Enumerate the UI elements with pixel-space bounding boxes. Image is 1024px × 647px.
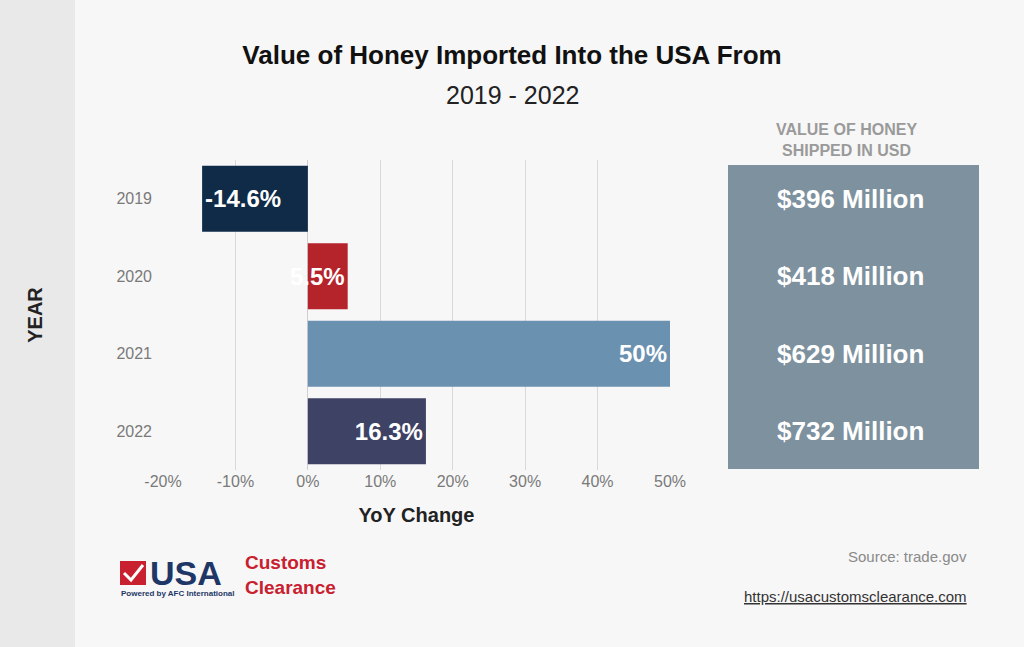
svg-text:2019 - 2022: 2019 - 2022: [446, 81, 579, 109]
svg-text:50%: 50%: [654, 473, 686, 490]
svg-text:CustomsClearance: CustomsClearance: [245, 552, 336, 598]
svg-text:$418 Million: $418 Million: [777, 261, 924, 291]
svg-text:0%: 0%: [296, 473, 319, 490]
svg-text:YoY Change: YoY Change: [359, 504, 475, 526]
svg-text:$629 Million: $629 Million: [777, 339, 924, 369]
svg-text:40%: 40%: [582, 473, 614, 490]
svg-text:50%: 50%: [619, 340, 667, 367]
svg-text:YEAR: YEAR: [24, 287, 46, 343]
svg-text:2021: 2021: [116, 345, 152, 362]
svg-text:5.5%: 5.5%: [290, 263, 345, 290]
svg-text:-20%: -20%: [144, 473, 181, 490]
svg-text:Value of Honey Imported Into t: Value of Honey Imported Into the USA Fro…: [242, 40, 781, 70]
svg-text:2022: 2022: [116, 423, 152, 440]
svg-text:$732 Million: $732 Million: [777, 416, 924, 446]
svg-text:VALUE OF HONEYSHIPPED IN USD: VALUE OF HONEYSHIPPED IN USD: [776, 121, 917, 159]
svg-text:$396 Million: $396 Million: [777, 184, 924, 214]
svg-text:-14.6%: -14.6%: [205, 185, 281, 212]
svg-text:2019: 2019: [116, 190, 152, 207]
svg-text:16.3%: 16.3%: [355, 418, 423, 445]
svg-text:Powered by AFC International: Powered by AFC International: [121, 589, 235, 598]
svg-text:-10%: -10%: [217, 473, 254, 490]
svg-text:https://usacustomsclearance.co: https://usacustomsclearance.com: [744, 588, 967, 605]
svg-text:USA: USA: [150, 554, 222, 592]
svg-text:20%: 20%: [437, 473, 469, 490]
svg-text:Source: trade.gov: Source: trade.gov: [848, 548, 967, 565]
svg-text:30%: 30%: [509, 473, 541, 490]
svg-text:10%: 10%: [364, 473, 396, 490]
svg-text:2020: 2020: [116, 268, 152, 285]
